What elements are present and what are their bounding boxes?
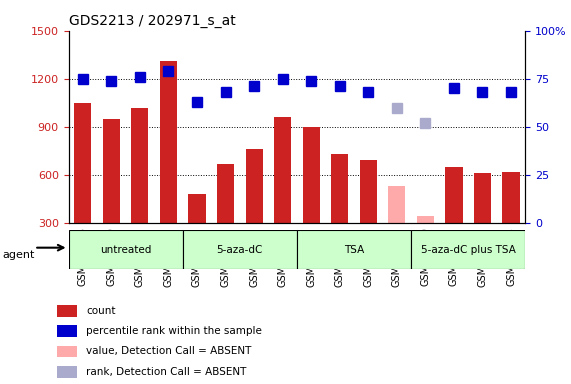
Text: agent: agent <box>3 250 35 260</box>
Bar <box>57 325 77 337</box>
FancyBboxPatch shape <box>183 230 297 269</box>
Text: percentile rank within the sample: percentile rank within the sample <box>86 326 262 336</box>
Bar <box>57 366 77 377</box>
Text: 5-aza-dC: 5-aza-dC <box>216 245 263 255</box>
Bar <box>74 103 91 223</box>
Text: rank, Detection Call = ABSENT: rank, Detection Call = ABSENT <box>86 367 247 377</box>
FancyBboxPatch shape <box>297 230 411 269</box>
Bar <box>188 194 206 223</box>
Bar <box>331 154 348 223</box>
Bar <box>388 186 405 223</box>
Bar <box>474 173 491 223</box>
Bar <box>303 127 320 223</box>
Text: TSA: TSA <box>344 245 364 255</box>
FancyBboxPatch shape <box>411 230 525 269</box>
Text: untreated: untreated <box>100 245 151 255</box>
Bar <box>103 119 120 223</box>
Bar <box>131 108 148 223</box>
Bar <box>57 346 77 358</box>
Bar <box>445 167 463 223</box>
Text: count: count <box>86 306 116 316</box>
Bar <box>502 172 520 223</box>
Bar <box>360 161 377 223</box>
Text: value, Detection Call = ABSENT: value, Detection Call = ABSENT <box>86 346 252 356</box>
Bar <box>217 164 234 223</box>
Bar <box>274 117 291 223</box>
Bar <box>57 305 77 317</box>
Bar <box>160 61 177 223</box>
Bar <box>417 216 434 223</box>
Bar <box>246 149 263 223</box>
Text: 5-aza-dC plus TSA: 5-aza-dC plus TSA <box>421 245 516 255</box>
Text: GDS2213 / 202971_s_at: GDS2213 / 202971_s_at <box>69 14 235 28</box>
FancyBboxPatch shape <box>69 230 183 269</box>
